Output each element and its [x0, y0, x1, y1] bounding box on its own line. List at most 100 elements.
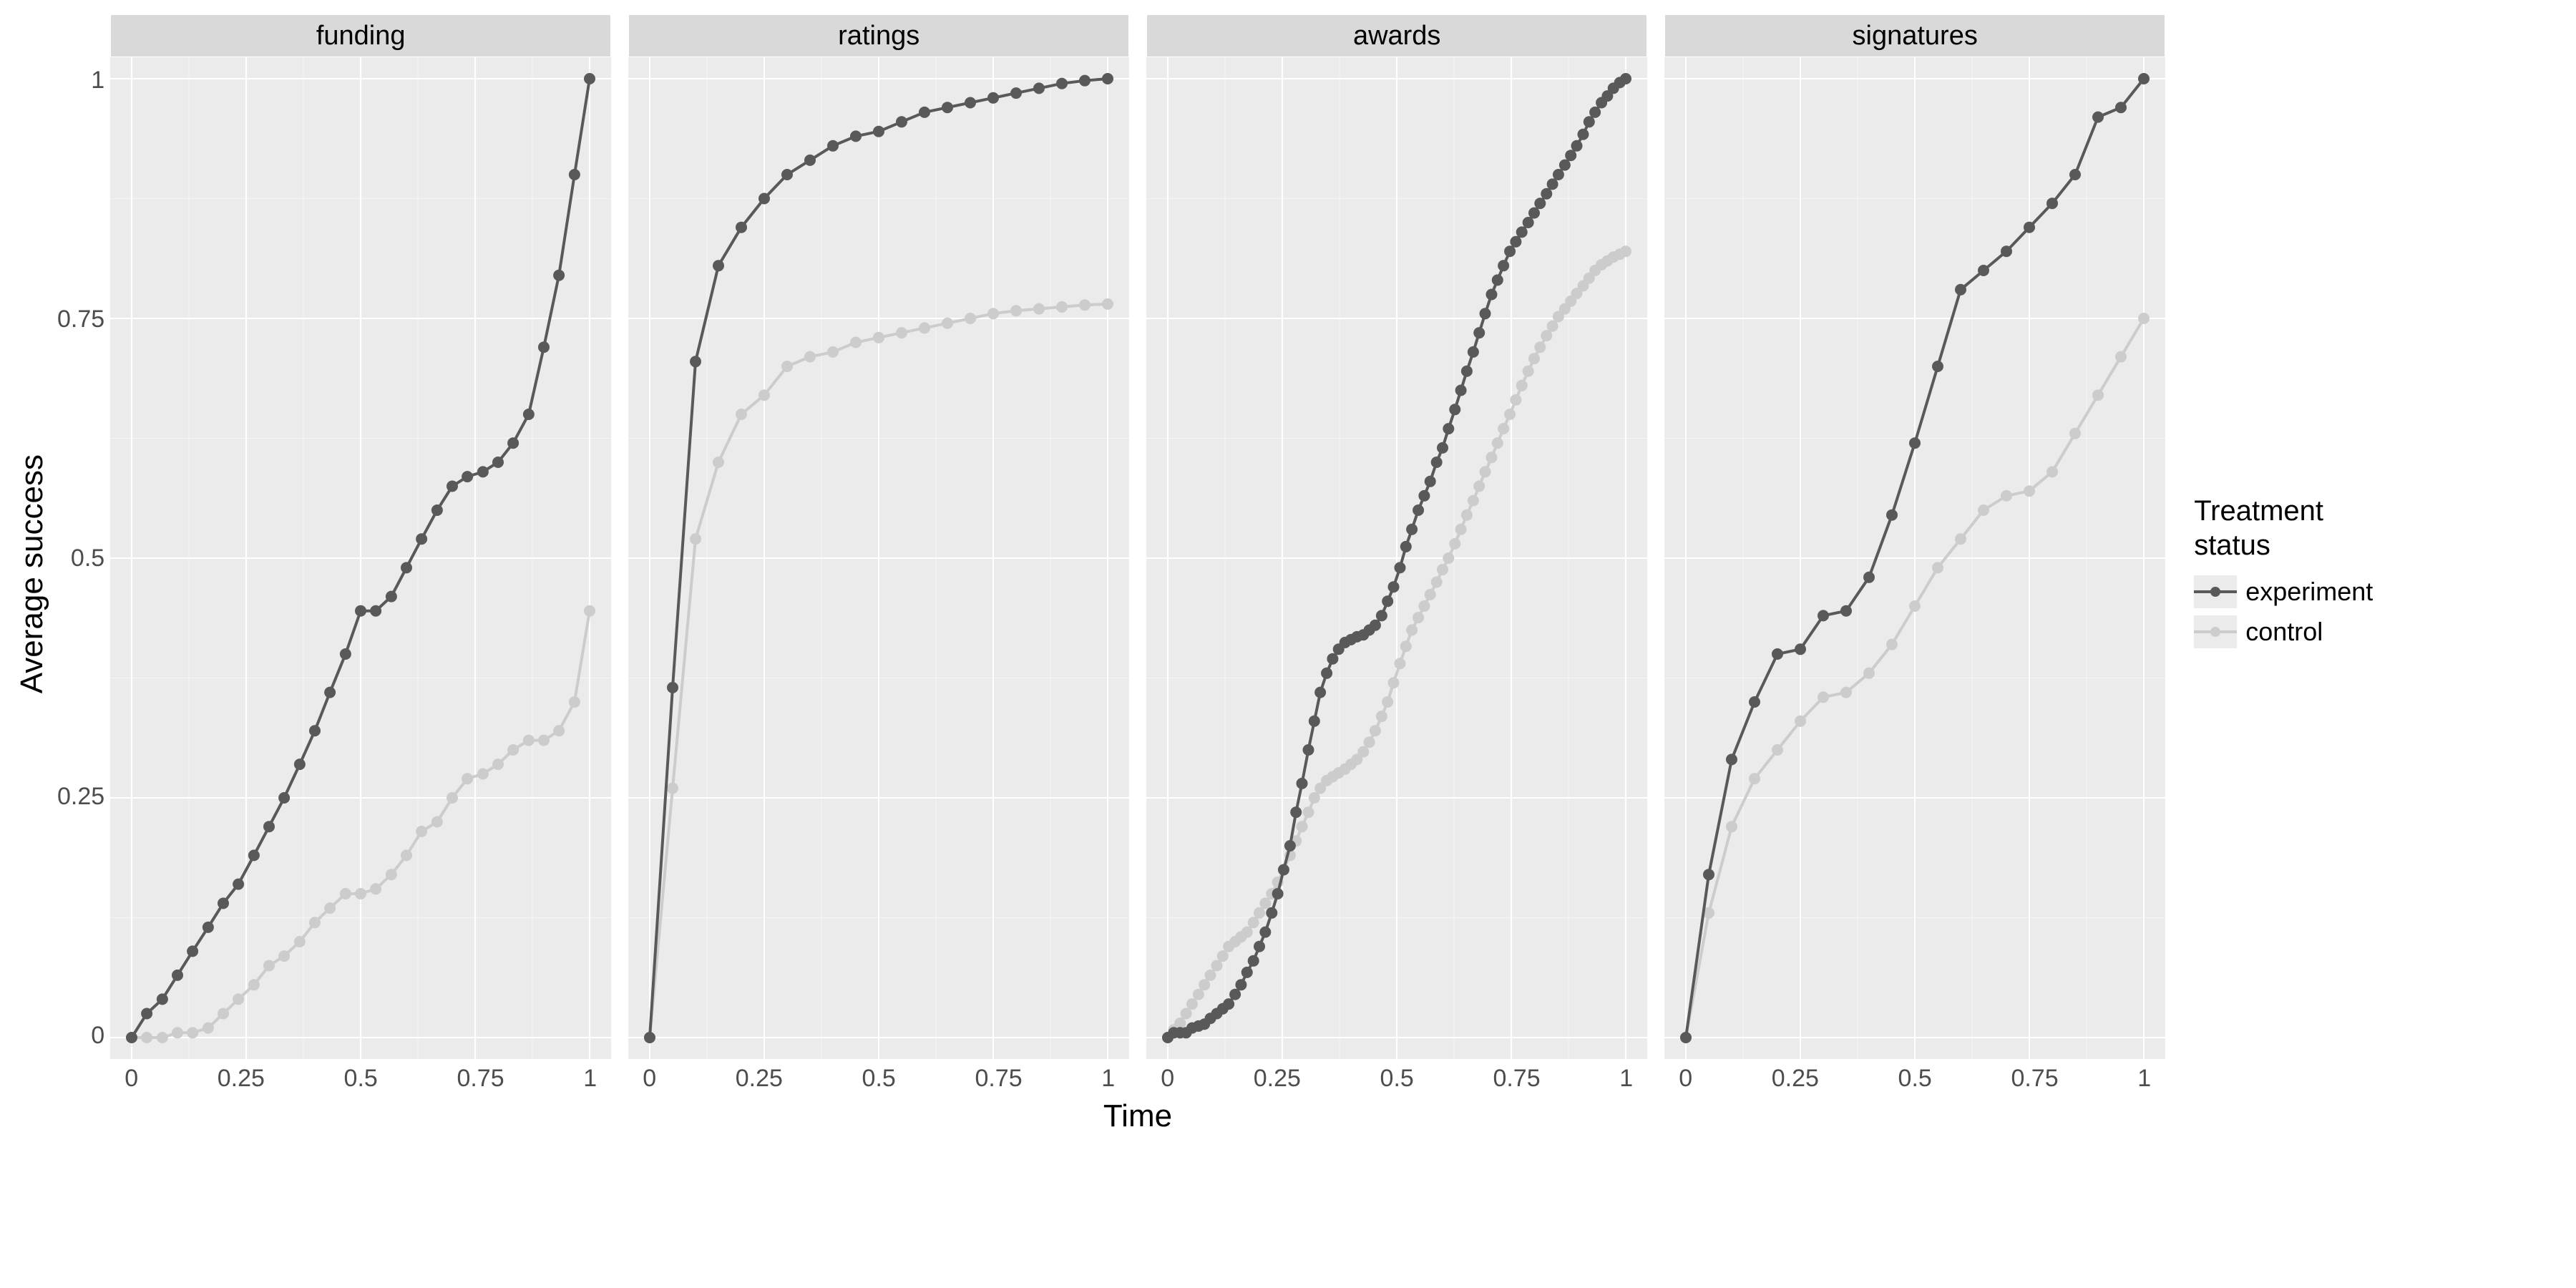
series-point-control: [1309, 792, 1320, 804]
series-point-experiment: [1498, 260, 1509, 271]
series-point-control: [523, 735, 535, 746]
legend-label: experiment: [2245, 577, 2373, 607]
series-point-control: [1749, 773, 1760, 784]
series-point-experiment: [2046, 197, 2058, 209]
series-point-control: [324, 902, 336, 914]
series-point-control: [172, 1027, 183, 1038]
series-point-control: [1437, 564, 1448, 575]
series-point-control: [401, 849, 412, 861]
series-point-experiment: [1541, 188, 1552, 200]
series-point-experiment: [1511, 236, 1522, 248]
series-point-experiment: [1932, 361, 1943, 372]
series-point-experiment: [1309, 716, 1320, 727]
series-point-control: [263, 960, 275, 972]
series-point-experiment: [538, 341, 550, 353]
x-tick-label: 0.5: [1898, 1065, 1932, 1093]
series-point-control: [2069, 428, 2081, 439]
facet-funding: funding00.250.50.751: [110, 14, 611, 1093]
series-point-experiment: [644, 1032, 655, 1043]
series-point-experiment: [141, 1008, 152, 1020]
facet-ratings: ratings00.250.50.751: [628, 14, 1129, 1093]
series-point-control: [1388, 677, 1400, 688]
series-point-control: [690, 533, 701, 545]
series-point-experiment: [2069, 169, 2081, 180]
series-point-experiment: [1278, 864, 1289, 876]
series-point-experiment: [1680, 1032, 1692, 1043]
y-tick-label: 0.75: [57, 306, 104, 333]
series-point-experiment: [1818, 610, 1829, 621]
series-point-control: [896, 327, 907, 338]
series-point-experiment: [1260, 927, 1272, 938]
series-point-experiment: [416, 533, 427, 545]
series-point-experiment: [477, 466, 489, 477]
y-tick-label: 0.5: [71, 545, 104, 572]
series-point-control: [1541, 330, 1552, 341]
series-point-experiment: [965, 97, 976, 109]
series-point-experiment: [1571, 140, 1583, 152]
series-point-experiment: [263, 821, 275, 832]
series-point-experiment: [1382, 595, 1393, 607]
series-point-experiment: [1419, 490, 1430, 502]
series-point-control: [1818, 691, 1829, 703]
x-tick-label: 0: [125, 1065, 138, 1093]
series-point-control: [2024, 485, 2035, 497]
series-point-experiment: [1284, 840, 1296, 852]
x-tick-label: 0.25: [218, 1065, 265, 1093]
series-point-experiment: [370, 605, 381, 617]
series-point-control: [1726, 821, 1737, 832]
series-point-experiment: [278, 792, 290, 804]
series-point-control: [965, 313, 976, 324]
series-point-control: [1473, 481, 1485, 492]
series-point-control: [1840, 687, 1852, 698]
series-point-experiment: [1437, 442, 1448, 454]
legend-key: [2194, 615, 2237, 648]
series-point-experiment: [1010, 87, 1022, 99]
series-point-control: [942, 318, 953, 329]
x-axis-ticks: 00.250.50.751: [1146, 1059, 1647, 1093]
series-point-experiment: [1413, 504, 1424, 516]
series-point-control: [355, 888, 366, 899]
x-tick-label: 0.75: [2011, 1065, 2058, 1093]
y-tick-label: 0: [91, 1022, 104, 1050]
series-point-experiment: [401, 562, 412, 573]
series-point-experiment: [1229, 989, 1241, 1000]
series-point-experiment: [919, 107, 930, 118]
series-point-control: [1033, 303, 1045, 315]
series-point-experiment: [203, 922, 214, 933]
series-point-control: [1511, 394, 1522, 406]
series-point-control: [2115, 351, 2127, 363]
series-point-control: [1468, 495, 1479, 507]
series-point-control: [447, 792, 458, 804]
series-point-control: [431, 816, 443, 828]
series-point-control: [1492, 437, 1503, 449]
series-point-experiment: [1565, 150, 1576, 161]
series-point-control: [1535, 341, 1546, 353]
series-point-control: [141, 1032, 152, 1043]
series-point-experiment: [1584, 116, 1595, 127]
series-point-experiment: [1376, 610, 1387, 621]
series-point-experiment: [431, 504, 443, 516]
series-point-control: [248, 979, 260, 990]
series-point-control: [2138, 313, 2150, 324]
series-point-experiment: [1840, 605, 1852, 617]
series-point-experiment: [1297, 778, 1308, 789]
series-point-control: [736, 409, 747, 420]
series-point-control: [538, 735, 550, 746]
series-point-control: [1181, 1008, 1192, 1020]
series-point-control: [1516, 380, 1528, 391]
series-point-experiment: [157, 993, 168, 1005]
series-point-control: [1443, 552, 1455, 564]
series-point-experiment: [1486, 289, 1498, 301]
facet-signatures: signatures00.250.50.751: [1664, 14, 2165, 1093]
x-tick-label: 0.25: [1772, 1065, 1819, 1093]
series-point-control: [2001, 490, 2012, 502]
series-point-experiment: [1079, 75, 1091, 87]
x-tick-label: 0.5: [344, 1065, 378, 1093]
series-point-experiment: [187, 945, 198, 957]
legend-title: Treatmentstatus: [2194, 494, 2373, 562]
series-point-experiment: [324, 687, 336, 698]
series-point-experiment: [1909, 437, 1921, 449]
x-axis-ticks: 00.250.50.751: [1664, 1059, 2165, 1093]
series-point-control: [1978, 504, 1989, 516]
series-point-control: [1406, 625, 1418, 636]
